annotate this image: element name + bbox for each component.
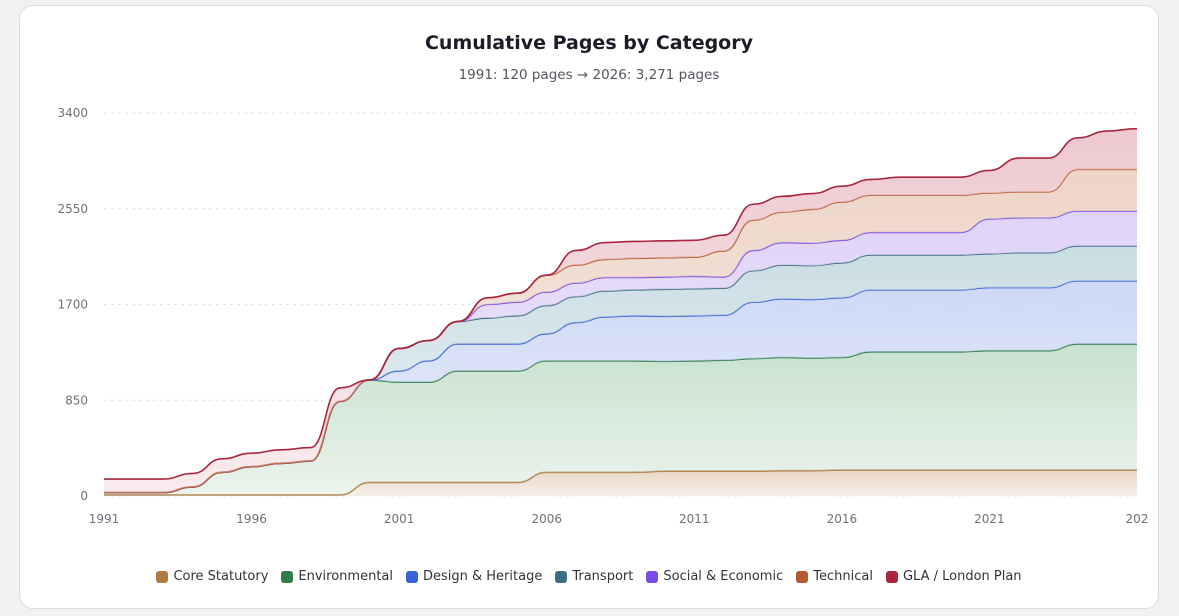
x-tick-label: 2021: [974, 512, 1005, 526]
legend-label: GLA / London Plan: [902, 569, 1022, 584]
legend-label: Core Statutory: [173, 569, 269, 584]
legend-item-environmental[interactable]: Environmental: [281, 569, 393, 584]
legend-item-core-statutory[interactable]: Core Statutory: [156, 569, 268, 584]
legend-item-transport[interactable]: Transport: [555, 569, 633, 584]
legend-label: Technical: [813, 569, 873, 584]
y-tick-label: 3400: [57, 106, 88, 120]
axis-labels: 0 850 1700 2550 3400 1991 1996 2001 2006 2011 2016…: [57, 106, 1148, 526]
chart-title: Cumulative Pages by Category: [424, 32, 753, 54]
series-area-core-statutory: [104, 470, 1137, 496]
chart-card: Cumulative Pages by Category 1991: 120 p…: [19, 5, 1159, 609]
legend-item-social-economic[interactable]: Social & Economic: [646, 569, 783, 584]
legend-swatch: [406, 570, 418, 583]
legend-swatch: [885, 570, 898, 583]
x-tick-label: 1991: [89, 512, 120, 526]
series-area-design-heritage: [104, 280, 1137, 493]
x-tick-label: 1996: [236, 512, 267, 526]
y-tick-label: 2550: [57, 202, 88, 216]
legend-label: Environmental: [298, 569, 393, 584]
x-tick-label: 2001: [384, 512, 415, 526]
legend-item-technical[interactable]: Technical: [796, 569, 873, 584]
legend-label: Transport: [572, 569, 634, 584]
legend-swatch: [156, 570, 169, 583]
series-area-gla-london-plan: [104, 128, 1137, 493]
legend-label: Design & Heritage: [423, 569, 543, 584]
y-tick-label: 850: [65, 393, 88, 407]
legend-swatch: [796, 570, 809, 583]
legend-swatch: [646, 570, 659, 583]
chart-plot-area: 0 850 1700 2550 3400 1991 1996 2001 2006 2011 2016…: [57, 106, 1148, 526]
legend-item-gla-london-plan[interactable]: GLA / London Plan: [885, 569, 1022, 584]
series-area-social-economic: [104, 211, 1137, 493]
x-tick-label: 2011: [679, 512, 710, 526]
chart-legend: Core Statutory Environmental Design & Heri…: [20, 569, 1158, 584]
x-tick-label: 2006: [531, 512, 562, 526]
legend-label: Social & Economic: [663, 569, 784, 584]
y-tick-label: 1700: [57, 298, 88, 312]
x-tick-label: 2016: [827, 512, 858, 526]
series-area-technical: [104, 169, 1137, 493]
series-areas: [104, 127, 1138, 496]
series-line-gla-london-plan: [104, 127, 1138, 480]
chart-subtitle: 1991: 120 pages → 2026: 3,271 pages: [458, 67, 720, 83]
legend-item-design-heritage[interactable]: Design & Heritage: [406, 569, 542, 584]
series-area-transport: [104, 245, 1137, 493]
y-tick-label: 0: [80, 489, 88, 503]
series-area-environmental: [104, 343, 1137, 495]
x-tick-label: 202: [1126, 512, 1149, 526]
legend-swatch: [555, 570, 568, 583]
legend-swatch: [281, 570, 294, 583]
